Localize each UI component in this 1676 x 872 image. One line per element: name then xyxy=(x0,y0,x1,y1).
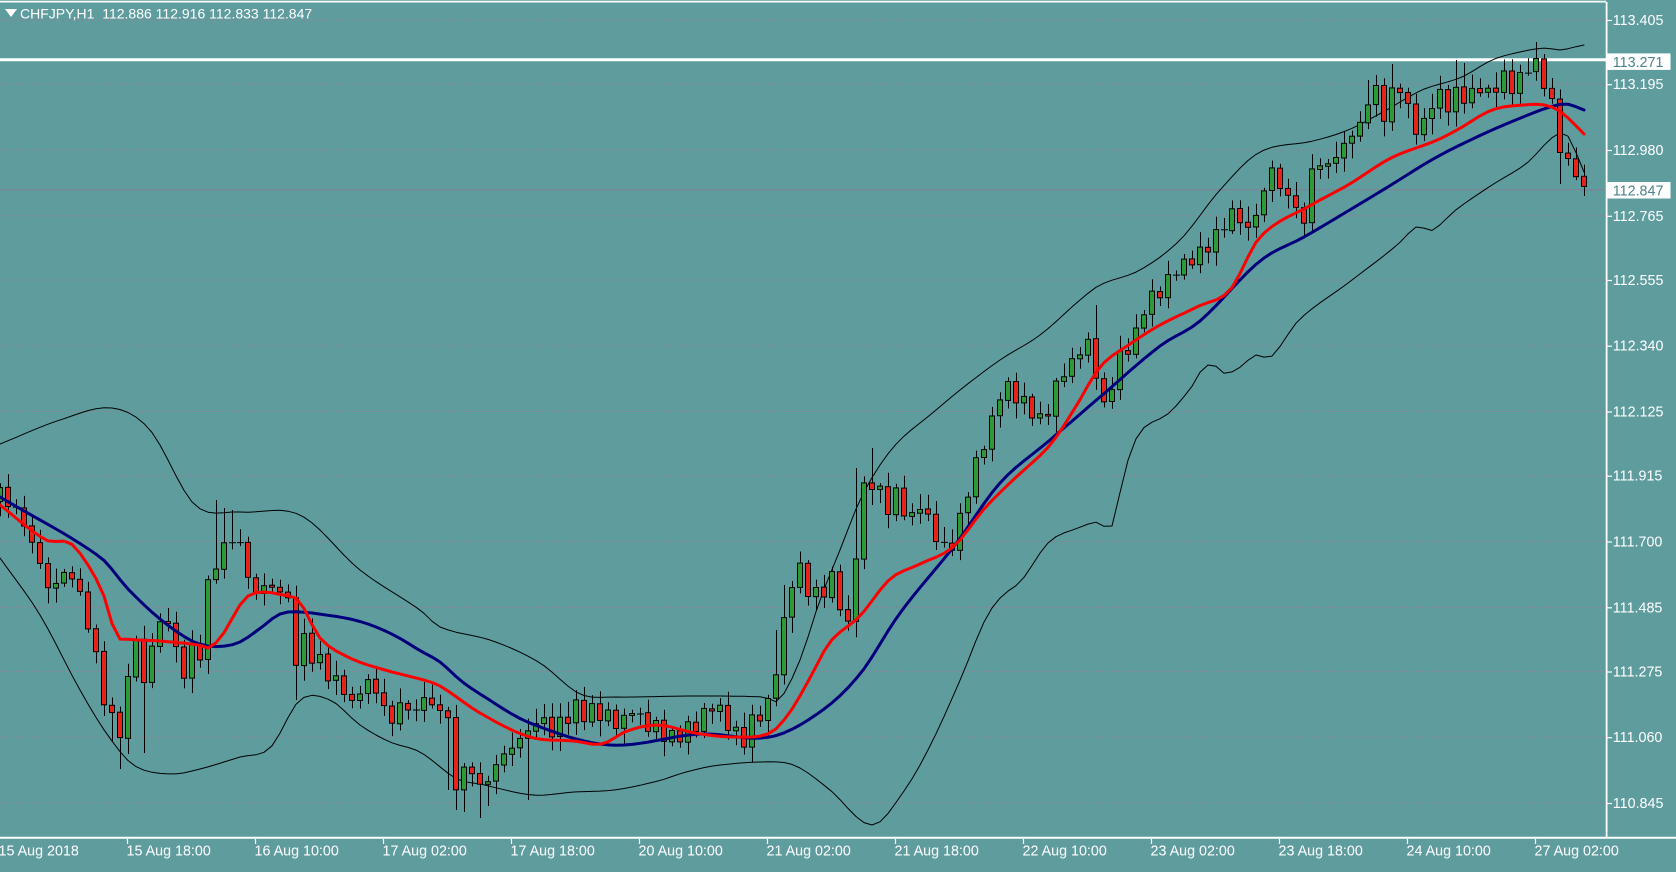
svg-text:15 Aug 2018: 15 Aug 2018 xyxy=(0,844,79,860)
svg-text:112.980: 112.980 xyxy=(1613,143,1664,159)
svg-text:113.271: 113.271 xyxy=(1613,55,1664,71)
svg-text:112.765: 112.765 xyxy=(1613,209,1664,225)
svg-text:24 Aug 10:00: 24 Aug 10:00 xyxy=(1407,844,1491,860)
svg-text:21 Aug 02:00: 21 Aug 02:00 xyxy=(767,844,851,860)
svg-text:21 Aug 18:00: 21 Aug 18:00 xyxy=(895,844,979,860)
svg-text:17 Aug 18:00: 17 Aug 18:00 xyxy=(511,844,595,860)
svg-text:27 Aug 02:00: 27 Aug 02:00 xyxy=(1535,844,1619,860)
svg-text:111.060: 111.060 xyxy=(1613,730,1663,746)
svg-text:112.340: 112.340 xyxy=(1613,339,1664,355)
svg-text:17 Aug 02:00: 17 Aug 02:00 xyxy=(383,844,467,860)
svg-text:20 Aug 10:00: 20 Aug 10:00 xyxy=(639,844,723,860)
svg-text:23 Aug 02:00: 23 Aug 02:00 xyxy=(1151,844,1235,860)
svg-text:111.700: 111.700 xyxy=(1613,535,1663,551)
svg-text:112.847: 112.847 xyxy=(1613,183,1664,199)
svg-text:23 Aug 18:00: 23 Aug 18:00 xyxy=(1279,844,1363,860)
svg-text:CHFJPY,H1 112.886 112.916 112: CHFJPY,H1 112.886 112.916 112.833 112.84… xyxy=(20,5,312,21)
svg-text:110.845: 110.845 xyxy=(1613,796,1664,812)
svg-text:16 Aug 10:00: 16 Aug 10:00 xyxy=(255,844,339,860)
svg-text:112.125: 112.125 xyxy=(1613,405,1664,421)
svg-text:113.195: 113.195 xyxy=(1613,77,1664,93)
svg-text:15 Aug 18:00: 15 Aug 18:00 xyxy=(127,844,211,860)
svg-text:112.555: 112.555 xyxy=(1613,273,1664,289)
svg-text:111.275: 111.275 xyxy=(1613,665,1663,681)
svg-text:22 Aug 10:00: 22 Aug 10:00 xyxy=(1023,844,1107,860)
svg-text:113.405: 113.405 xyxy=(1613,13,1664,29)
svg-text:111.915: 111.915 xyxy=(1613,469,1663,485)
svg-text:111.485: 111.485 xyxy=(1613,600,1663,616)
